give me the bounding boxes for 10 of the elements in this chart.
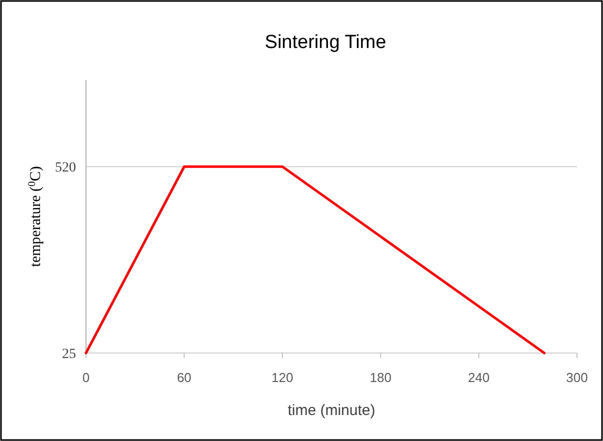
x-tick-label: 180	[370, 370, 392, 385]
x-tick-label: 240	[468, 370, 490, 385]
x-tick-label: 0	[82, 370, 90, 385]
y-tick-label: 520	[55, 160, 76, 176]
x-tick-label: 300	[566, 370, 588, 385]
x-axis-title: time (minute)	[288, 402, 376, 419]
chart-title: Sintering Time	[264, 32, 386, 53]
x-tick-label: 120	[272, 370, 294, 385]
x-tick-label: 60	[176, 370, 192, 385]
y-tick-label: 25	[62, 347, 76, 362]
